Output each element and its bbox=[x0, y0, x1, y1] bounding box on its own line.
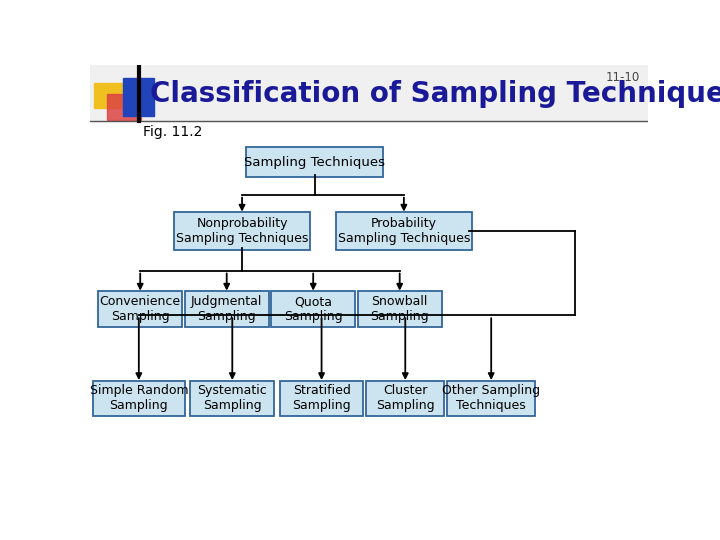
Text: Quota
Sampling: Quota Sampling bbox=[284, 295, 343, 323]
FancyBboxPatch shape bbox=[358, 292, 441, 327]
Text: Stratified
Sampling: Stratified Sampling bbox=[292, 384, 351, 413]
FancyBboxPatch shape bbox=[279, 381, 364, 416]
Text: Classification of Sampling Techniques: Classification of Sampling Techniques bbox=[150, 80, 720, 108]
Text: Convenience
Sampling: Convenience Sampling bbox=[99, 295, 181, 323]
Text: Nonprobability
Sampling Techniques: Nonprobability Sampling Techniques bbox=[176, 217, 308, 245]
Text: Simple Random
Sampling: Simple Random Sampling bbox=[89, 384, 188, 413]
Text: Judgmental
Sampling: Judgmental Sampling bbox=[191, 295, 262, 323]
FancyBboxPatch shape bbox=[174, 212, 310, 250]
Text: 11-10: 11-10 bbox=[606, 71, 639, 84]
Text: Cluster
Sampling: Cluster Sampling bbox=[376, 384, 435, 413]
FancyBboxPatch shape bbox=[190, 381, 274, 416]
Bar bbox=[90, 65, 648, 121]
Bar bbox=[94, 83, 129, 109]
FancyBboxPatch shape bbox=[185, 292, 269, 327]
Text: Systematic
Sampling: Systematic Sampling bbox=[197, 384, 267, 413]
Text: Probability
Sampling Techniques: Probability Sampling Techniques bbox=[338, 217, 470, 245]
Bar bbox=[107, 94, 141, 120]
FancyBboxPatch shape bbox=[336, 212, 472, 250]
Text: Other Sampling
Techniques: Other Sampling Techniques bbox=[442, 384, 540, 413]
FancyBboxPatch shape bbox=[99, 292, 182, 327]
FancyBboxPatch shape bbox=[271, 292, 355, 327]
Bar bbox=[124, 78, 154, 116]
Text: Fig. 11.2: Fig. 11.2 bbox=[143, 125, 202, 139]
Text: Snowball
Sampling: Snowball Sampling bbox=[370, 295, 429, 323]
FancyBboxPatch shape bbox=[447, 381, 535, 416]
FancyBboxPatch shape bbox=[93, 381, 185, 416]
FancyBboxPatch shape bbox=[246, 147, 383, 177]
Text: Sampling Techniques: Sampling Techniques bbox=[244, 156, 385, 168]
FancyBboxPatch shape bbox=[366, 381, 444, 416]
